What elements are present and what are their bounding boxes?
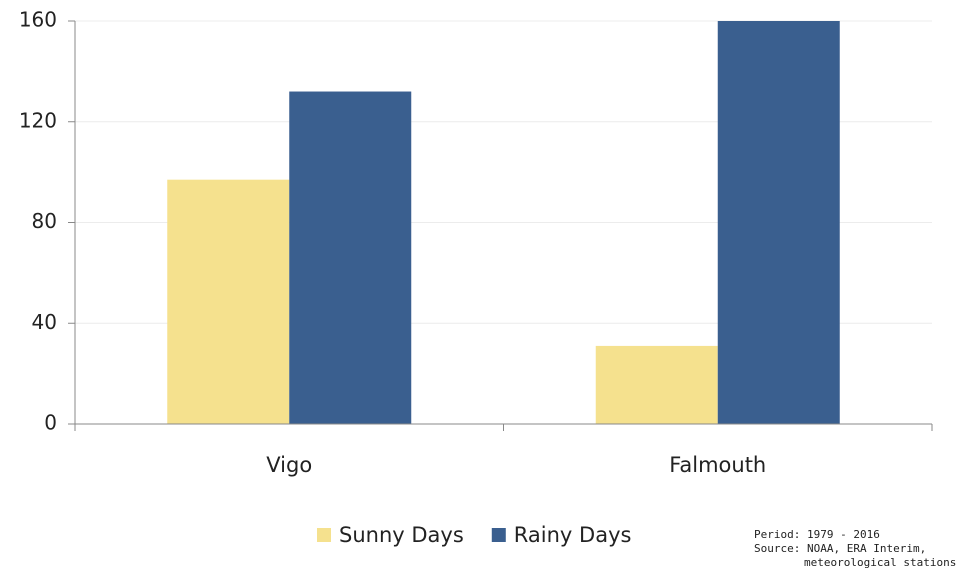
y-tick-label: 120 [19, 108, 57, 132]
bar [289, 91, 412, 425]
bar [167, 179, 290, 424]
legend-swatch [491, 528, 506, 542]
y-tick-label: 0 [44, 411, 57, 435]
legend-swatch [317, 528, 331, 542]
legend-label: Sunny Days [339, 523, 464, 547]
legend-label: Rainy Days [514, 523, 632, 547]
note: Period: 1979 - 2016 [754, 528, 880, 541]
x-tick-label: Vigo [266, 453, 312, 477]
y-tick-label: 160 [19, 8, 57, 32]
bar [595, 345, 718, 424]
note: meteorological stations [804, 556, 956, 569]
x-tick-label: Falmouth [669, 453, 766, 477]
note: Source: NOAA, ERA Interim, [754, 542, 926, 555]
y-tick-label: 40 [32, 310, 57, 334]
bar [717, 21, 840, 424]
y-tick-label: 80 [32, 209, 57, 233]
